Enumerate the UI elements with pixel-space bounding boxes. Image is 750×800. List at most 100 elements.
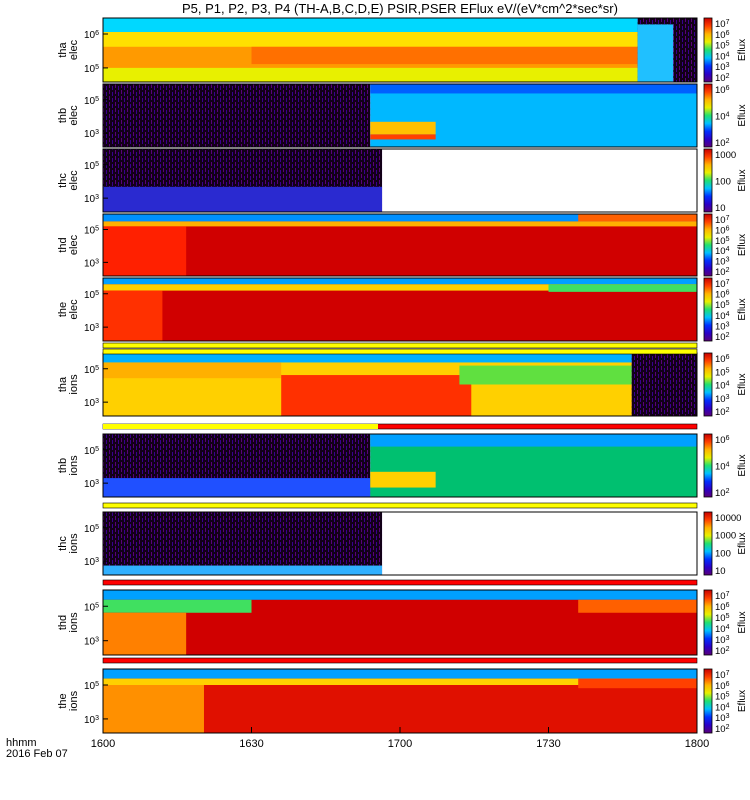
colorbar-tick-label: 102 (715, 407, 730, 419)
colorbar-label: Eflux (737, 690, 748, 712)
colorbar-tick-label: 105 (715, 613, 730, 625)
colorbar-tick-label: 106 (715, 602, 730, 614)
y-tick-label: 103 (84, 258, 99, 270)
panel-ylabel: ions (68, 533, 80, 554)
colorbar-tick-label: 104 (715, 111, 730, 123)
y-tick-label: 106 (84, 30, 99, 42)
y-tick-label: 103 (84, 714, 99, 726)
spectrogram-tha_elec (103, 18, 697, 82)
colorbar-tick-label: 104 (715, 246, 730, 258)
colorbar-label: Eflux (737, 611, 748, 633)
colorbar-tick-label: 106 (715, 225, 730, 237)
colorbar-tick-label: 102 (715, 724, 730, 736)
colorbar-label: Eflux (737, 532, 748, 554)
colorbar-tick-label: 105 (715, 300, 730, 312)
spectrogram-the_elec (103, 278, 697, 341)
spectrogram-thd_ions (103, 590, 697, 655)
colorbar-tick-label: 103 (715, 256, 730, 268)
colorbar-tick-label: 107 (715, 670, 730, 682)
colorbar-label: Eflux (737, 104, 748, 126)
colorbar-tick-label: 103 (715, 62, 730, 74)
panel-ylabel: ions (68, 612, 80, 633)
panel-ylabel: ions (68, 455, 80, 476)
colorbar-tha_elec (703, 17, 713, 83)
colorbar-tick-label: 104 (715, 624, 730, 636)
y-tick-label: 103 (84, 194, 99, 206)
colorbar-tick-label: 106 (715, 289, 730, 301)
figure-title: P5, P1, P2, P3, P4 (TH-A,B,C,D,E) PSIR,P… (182, 1, 618, 16)
panel-frame (102, 148, 698, 213)
colorbar-label: Eflux (737, 373, 748, 395)
colorbar-tick-label: 104 (715, 461, 730, 473)
panel-ylabel: elec (68, 234, 80, 255)
x-tick-label: 1600 (91, 738, 115, 750)
flag-bar (102, 579, 698, 586)
colorbar-tick-label: 103 (715, 713, 730, 725)
panel-ylabel: thc (57, 173, 69, 188)
colorbar-tick-label: 104 (715, 51, 730, 63)
flag-bar (102, 502, 698, 509)
colorbar-tick-label: 106 (715, 680, 730, 692)
colorbar-tick-label: 105 (715, 235, 730, 247)
colorbar-tick-label: 103 (715, 393, 730, 405)
colorbar-tick-label: 100 (715, 177, 731, 188)
y-tick-label: 105 (84, 160, 99, 172)
colorbar-thb_ions (703, 433, 713, 498)
panel-ylabel: tha (57, 376, 69, 392)
colorbar-label: Eflux (737, 234, 748, 256)
colorbar-label: Eflux (737, 298, 748, 320)
y-tick-label: 105 (84, 63, 99, 75)
colorbar-thd_ions (703, 589, 713, 656)
colorbar-tick-label: 102 (715, 646, 730, 658)
x-tick-label: 1800 (685, 738, 709, 750)
y-tick-label: 105 (84, 225, 99, 237)
y-tick-label: 103 (84, 398, 99, 410)
time-axis-label-hhmm: hhmm (6, 737, 37, 749)
colorbar-tick-label: 10 (715, 203, 726, 214)
colorbar-tick-label: 1000 (715, 531, 736, 542)
panel-frame (102, 433, 698, 498)
colorbar-tick-label: 104 (715, 380, 730, 392)
panel-ylabel: elec (68, 39, 80, 60)
colorbar-tick-label: 102 (715, 73, 730, 85)
colorbar-tick-label: 102 (715, 267, 730, 279)
colorbar-thd_elec (703, 213, 713, 277)
colorbar-tick-label: 106 (715, 29, 730, 41)
colorbar-tick-label: 102 (715, 138, 730, 150)
spectrogram-thc_elec (103, 149, 697, 212)
colorbar-tick-label: 107 (715, 591, 730, 603)
panel-frame (102, 511, 698, 576)
y-tick-label: 105 (84, 364, 99, 376)
colorbar-tick-label: 106 (715, 85, 730, 97)
colorbar-label: Eflux (737, 39, 748, 61)
colorbar-tick-label: 107 (715, 19, 730, 31)
panel-ylabel: elec (68, 170, 80, 191)
panel-ylabel: ions (68, 690, 80, 711)
y-tick-label: 103 (84, 636, 99, 648)
y-tick-label: 105 (84, 445, 99, 457)
colorbar-tick-label: 106 (715, 354, 730, 366)
panel-frame (102, 17, 698, 83)
colorbar-tick-label: 105 (715, 691, 730, 703)
colorbar-tick-label: 104 (715, 702, 730, 714)
y-tick-label: 105 (84, 602, 99, 614)
flag-bar (102, 342, 698, 349)
spectrogram-thb_ions (103, 434, 697, 497)
colorbar-tick-label: 105 (715, 40, 730, 52)
y-tick-label: 103 (84, 479, 99, 491)
flag-bar (102, 348, 698, 355)
panel-ylabel: thb (57, 458, 69, 473)
panel-ylabel: the (57, 693, 69, 708)
colorbar-tick-label: 102 (715, 332, 730, 344)
flag-bar (102, 657, 698, 664)
y-tick-label: 103 (84, 129, 99, 141)
panel-ylabel: elec (68, 105, 80, 126)
panel-thb_ions: thb ions 105 103 106 104 102 Eflux (57, 433, 748, 499)
spectrogram-thb_elec (103, 84, 697, 147)
colorbar-tick-label: 10000 (715, 513, 741, 524)
panel-thb_elec: thb elec 105 103 106 104 102 Eflux (57, 83, 748, 150)
colorbar-thb_elec (703, 83, 713, 148)
x-tick-label: 1730 (536, 738, 560, 750)
